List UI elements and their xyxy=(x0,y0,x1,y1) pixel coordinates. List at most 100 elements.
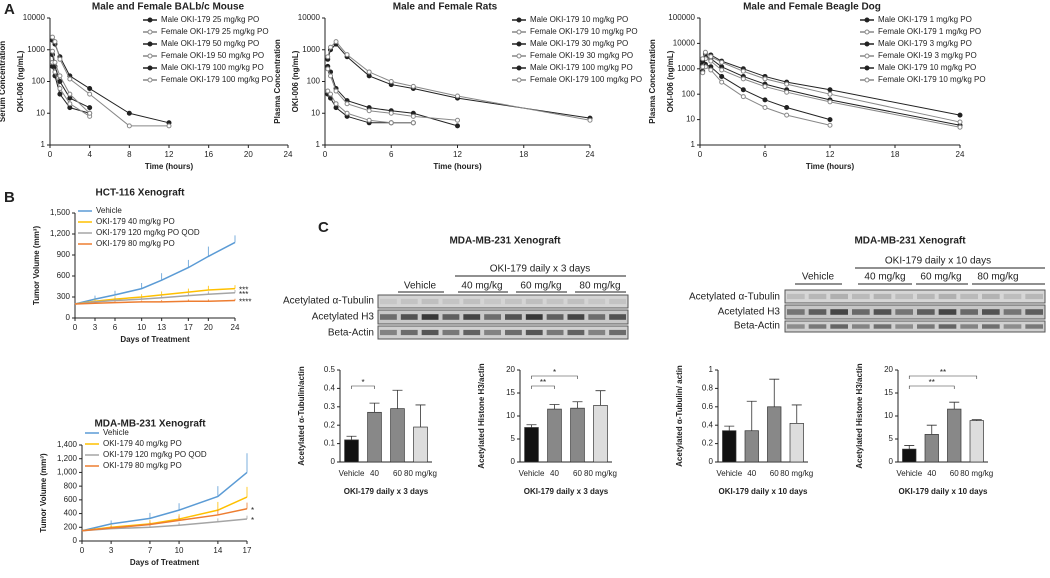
y-tick-label: 1,200 xyxy=(57,454,78,463)
blot-title: MDA-MB-231 Xenograft xyxy=(449,236,561,247)
y-tick-label: 1,000 xyxy=(57,468,78,477)
legend-marker xyxy=(147,53,153,59)
blot-band xyxy=(960,293,978,300)
y-tick-label: 0.8 xyxy=(702,384,714,393)
y-tick-label: 10 xyxy=(686,115,695,124)
y-tick-label: 10000 xyxy=(298,13,321,22)
blot-band xyxy=(546,298,564,305)
bar xyxy=(367,411,382,463)
y-tick-label: 0 xyxy=(709,457,714,466)
data-point xyxy=(333,39,339,45)
data-point xyxy=(455,117,460,123)
x-tick-label: 3 xyxy=(93,323,98,332)
blot-band xyxy=(982,309,1000,315)
blot-strip xyxy=(377,325,629,340)
error-bar xyxy=(595,390,606,406)
legend-marker xyxy=(516,17,522,23)
data-point xyxy=(328,44,334,50)
significance-label: * xyxy=(251,506,254,515)
y-axis-label: Serum Concentration xyxy=(0,41,7,122)
data-point xyxy=(366,108,372,114)
bar xyxy=(924,434,939,463)
blot-band xyxy=(852,324,870,329)
y-tick-label: 0.3 xyxy=(324,402,336,411)
bar xyxy=(524,427,539,463)
significance-bracket xyxy=(351,385,375,389)
y-tick-label: 100 xyxy=(682,89,696,98)
data-point xyxy=(455,93,460,99)
error-bar xyxy=(572,401,583,409)
blot-band xyxy=(917,309,935,315)
data-point xyxy=(52,59,58,65)
data-point xyxy=(67,105,73,111)
y-tick-label: 600 xyxy=(57,271,71,280)
y-axis-label: Acetylated α-Tubulin/ actin xyxy=(675,365,684,467)
x-tick-label: 10 xyxy=(137,323,146,332)
data-point xyxy=(740,76,746,82)
blot-band xyxy=(380,298,397,305)
y-axis-label: Acetylated Histone H3/actin xyxy=(855,363,864,468)
bar xyxy=(789,423,804,463)
x-tick-label: 0 xyxy=(698,150,703,159)
blot-dose: 80 mg/kg xyxy=(977,272,1018,283)
blot-dose: 40 mg/kg xyxy=(864,272,905,283)
y-axis-label: OKI-006 (ng/mL) xyxy=(291,50,300,112)
blot-band xyxy=(505,329,522,336)
blot-band xyxy=(895,293,913,300)
panel-label: C xyxy=(318,219,329,236)
y-tick-label: 900 xyxy=(57,250,71,259)
data-point xyxy=(784,112,790,118)
x-tick-label: 18 xyxy=(519,150,528,159)
bar xyxy=(344,439,359,463)
error-bar xyxy=(926,424,937,435)
blot-band xyxy=(609,314,626,320)
legend-label: Male OKI-179 100 mg/kg PO xyxy=(161,63,264,72)
x-tick-label: 12 xyxy=(453,150,462,159)
blot-band xyxy=(609,329,626,336)
blot-band xyxy=(463,298,481,305)
legend-label: Vehicle xyxy=(96,206,122,215)
error-bar xyxy=(369,402,380,413)
blot-left: MDA-MB-231 Xenograft Vehicle OKI-179 dai… xyxy=(283,236,629,340)
x-tick-label: 80 mg/kg xyxy=(404,469,437,478)
data-point xyxy=(587,117,593,123)
blot-band xyxy=(873,293,892,300)
chart-title: Male and Female Rats xyxy=(393,2,498,13)
x-tick-label: 80 mg/kg xyxy=(960,469,993,478)
blot-band xyxy=(525,314,543,320)
data-point xyxy=(87,86,93,92)
x-tick-label: 80 mg/kg xyxy=(584,469,617,478)
y-tick-label: 0.6 xyxy=(702,402,714,411)
series-line xyxy=(74,299,236,305)
blot-band xyxy=(938,309,957,315)
data-point xyxy=(740,68,746,74)
blot-band xyxy=(588,298,606,305)
data-point xyxy=(166,123,172,129)
data-point xyxy=(719,67,725,73)
blot-band xyxy=(525,329,543,336)
blot-band xyxy=(852,309,870,315)
data-point xyxy=(49,48,55,54)
data-point xyxy=(333,101,339,107)
legend-label: Female OKI-19 3 mg/kg PO xyxy=(878,51,977,60)
significance-label: **** xyxy=(239,298,251,307)
blot-band xyxy=(463,314,481,320)
significance-bracket xyxy=(531,375,578,379)
y-tick-label: 20 xyxy=(884,365,893,374)
legend-marker xyxy=(864,17,870,23)
legend-label: OKI-179 120 mg/kg PO QOD xyxy=(96,228,200,237)
blot-band xyxy=(400,298,418,305)
y-axis-label: Plasma Concentration xyxy=(273,39,282,124)
y-tick-label: 400 xyxy=(64,509,78,518)
legend-label: OKI-179 80 mg/kg PO xyxy=(96,239,175,248)
series-line xyxy=(81,471,248,532)
x-tick-label: 10 xyxy=(175,546,184,555)
bar xyxy=(767,406,782,463)
legend-label: OKI-179 120 mg/kg PO QOD xyxy=(103,450,207,459)
legend-label: Female OKI-179 10 mg/kg PO xyxy=(530,27,638,36)
panel-label: B xyxy=(4,189,15,206)
data-point xyxy=(126,123,132,129)
y-tick-label: 1,200 xyxy=(50,229,71,238)
y-tick-label: 100 xyxy=(307,77,321,86)
blot-strip xyxy=(377,309,629,325)
